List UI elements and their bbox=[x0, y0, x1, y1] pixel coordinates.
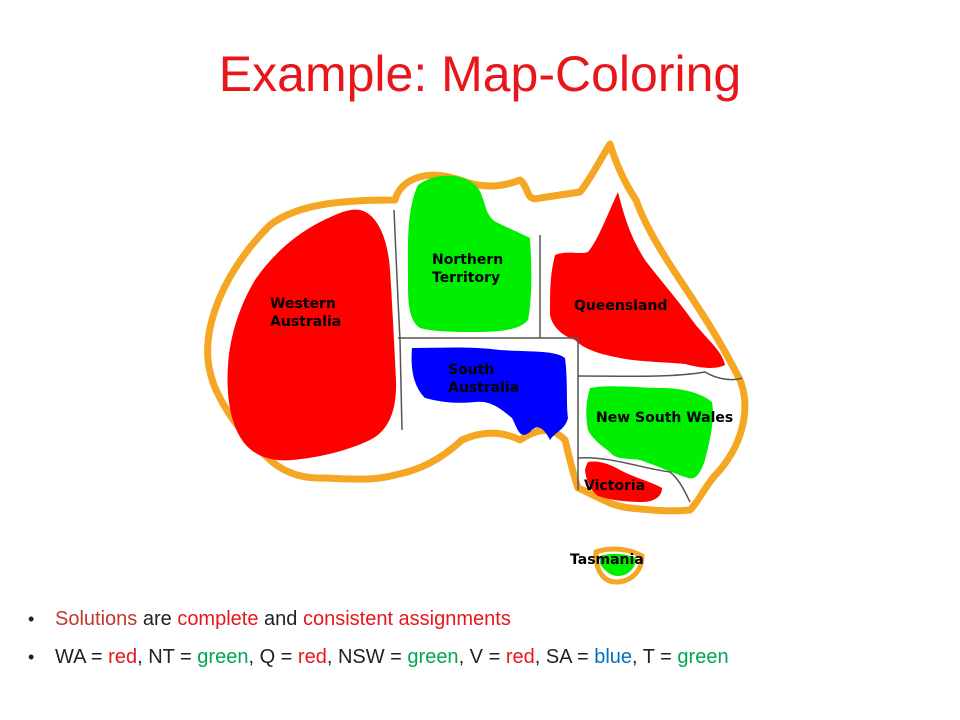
coastline-outline bbox=[204, 140, 749, 515]
label-western-australia-line2: Australia bbox=[270, 314, 341, 330]
region-queensland bbox=[550, 192, 725, 368]
australia-map-svg: Western Australia Northern Territory Sou… bbox=[204, 140, 749, 585]
region-new-south-wales bbox=[586, 386, 713, 479]
word-consistent-assignments: consistent assignments bbox=[302, 608, 511, 630]
nsw-value: green bbox=[407, 646, 459, 668]
q-key: , Q = bbox=[248, 646, 298, 668]
border-nsw-vic bbox=[577, 457, 691, 503]
word-complete: complete bbox=[177, 608, 259, 630]
label-queensland: Queensland bbox=[574, 298, 667, 314]
region-south-australia bbox=[411, 347, 568, 440]
label-victoria: Victoria bbox=[584, 478, 645, 494]
border-qld-nsw bbox=[577, 371, 743, 381]
nt-key: , NT = bbox=[137, 646, 198, 668]
slide-title: Example: Map-Coloring bbox=[218, 46, 742, 102]
region-northern-territory bbox=[407, 175, 532, 332]
border-wa-nt-sa bbox=[393, 209, 403, 431]
word-are: are bbox=[137, 608, 178, 630]
tasmania-outline bbox=[593, 546, 645, 585]
region-western-australia bbox=[227, 209, 397, 461]
v-key: , V = bbox=[458, 646, 506, 668]
nt-value: green bbox=[197, 646, 249, 668]
word-solutions: Solutions bbox=[55, 608, 138, 630]
q-value: red bbox=[297, 646, 327, 668]
v-value: red bbox=[505, 646, 535, 668]
word-and: and bbox=[258, 608, 303, 630]
label-south-australia-line2: Australia bbox=[448, 380, 519, 396]
bullet-list: • Solutions are complete and consistent … bbox=[28, 606, 948, 682]
bullet-marker: • bbox=[28, 609, 35, 629]
label-western-australia-line1: Western bbox=[270, 296, 336, 312]
label-northern-territory-line2: Territory bbox=[432, 270, 500, 286]
bullet-marker: • bbox=[28, 647, 35, 667]
sa-key: , SA = bbox=[534, 646, 595, 668]
wa-value: red bbox=[108, 646, 138, 668]
nsw-key: , NSW = bbox=[326, 646, 408, 668]
t-key: , T = bbox=[632, 646, 678, 668]
label-new-south-wales: New South Wales bbox=[596, 410, 733, 426]
australia-map: Western Australia Northern Territory Sou… bbox=[200, 140, 760, 590]
bullet-assignments: • WA = red, NT = green, Q = red, NSW = g… bbox=[28, 644, 948, 670]
label-tasmania: Tasmania bbox=[570, 552, 644, 568]
label-south-australia-line1: South bbox=[448, 362, 494, 378]
wa-key: WA = bbox=[55, 646, 109, 668]
label-northern-territory-line1: Northern bbox=[432, 252, 503, 268]
sa-value: blue bbox=[594, 646, 633, 668]
region-tasmania bbox=[600, 553, 636, 576]
bullet-solutions: • Solutions are complete and consistent … bbox=[28, 606, 948, 632]
t-value: green bbox=[677, 646, 729, 668]
region-victoria bbox=[585, 461, 662, 502]
